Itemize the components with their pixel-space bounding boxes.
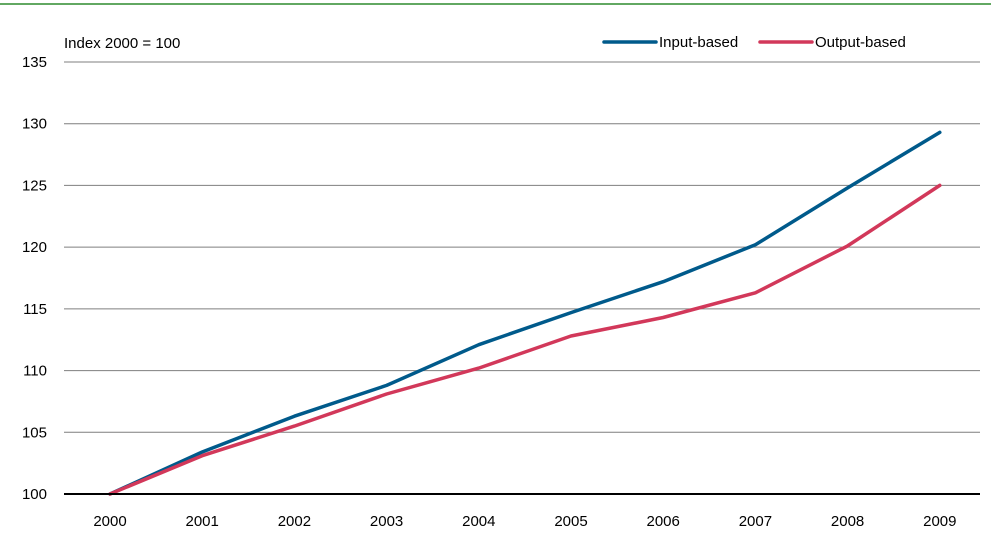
series-line-input-based	[108, 130, 942, 496]
series-line-output-based	[108, 183, 942, 496]
y-tick-label: 135	[22, 54, 47, 71]
legend: Input-based Output-based	[602, 34, 906, 51]
x-tick-label: 2007	[739, 513, 772, 530]
x-tick-label: 2003	[370, 513, 403, 530]
y-tick-label: 130	[22, 116, 47, 133]
y-axis-unit-label: Index 2000 = 100	[64, 35, 180, 52]
x-tick-label: 2000	[93, 513, 126, 530]
y-tick-label: 115	[23, 301, 47, 318]
x-tick-label: 2006	[647, 513, 680, 530]
x-tick-label: 2001	[186, 513, 219, 530]
legend-label-input-based: Input-based	[659, 34, 738, 51]
y-tick-label: 120	[22, 239, 47, 256]
x-tick-label: 2002	[278, 513, 311, 530]
x-tick-label: 2004	[462, 513, 495, 530]
y-axis-tick-labels: 100 105 110 115 120 125 130 135	[22, 54, 47, 503]
legend-label-output-based: Output-based	[815, 34, 906, 51]
series-lines	[108, 130, 942, 496]
x-tick-label: 2008	[831, 513, 864, 530]
y-tick-label: 125	[22, 177, 47, 194]
x-tick-label: 2005	[554, 513, 587, 530]
x-tick-label: 2009	[923, 513, 956, 530]
y-tick-label: 110	[23, 363, 47, 380]
gridlines	[64, 61, 980, 433]
x-axis-tick-labels: 2000 2001 2002 2003 2004 2005 2006 2007 2008 2009	[93, 513, 956, 530]
y-tick-label: 100	[22, 486, 47, 503]
y-tick-label: 105	[22, 424, 47, 441]
